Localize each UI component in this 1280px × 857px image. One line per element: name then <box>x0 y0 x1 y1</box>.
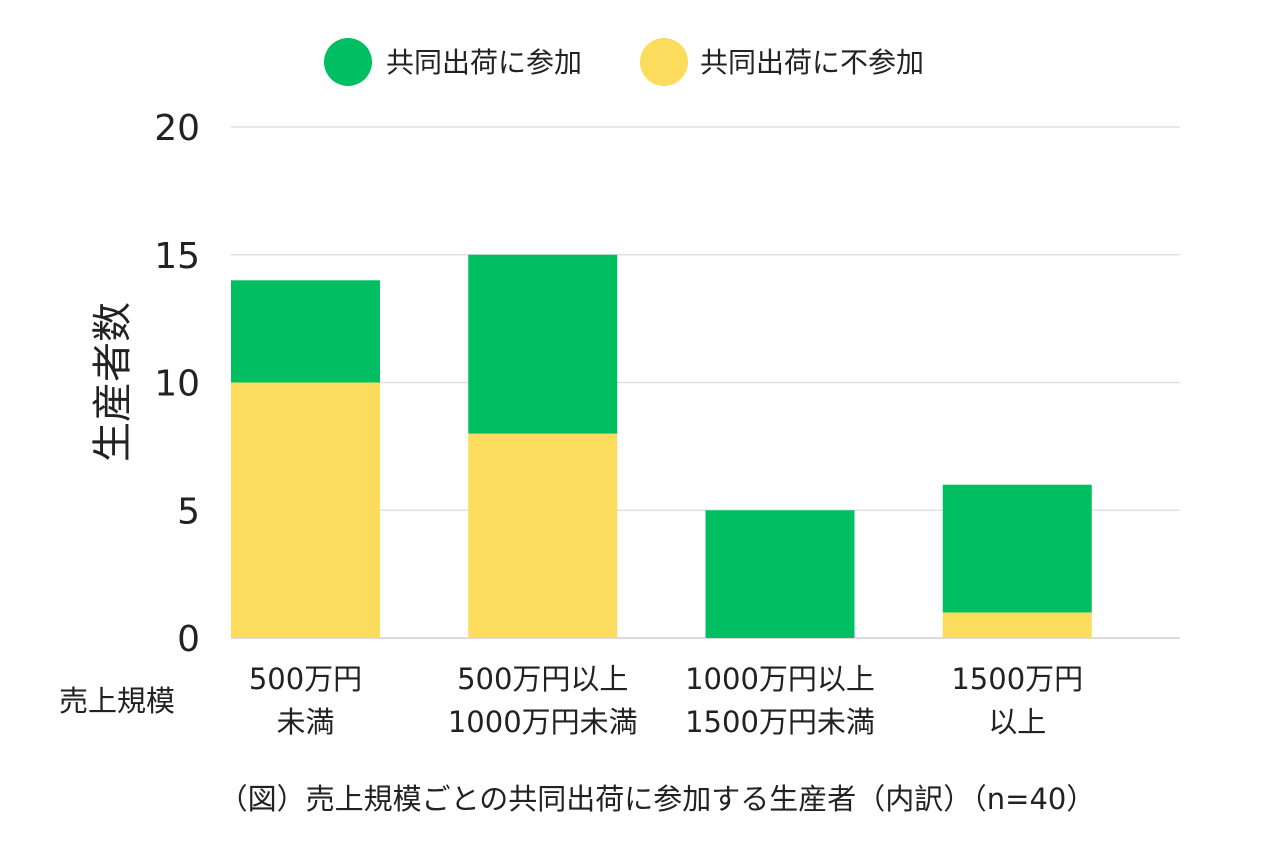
bar-segment <box>942 612 1092 638</box>
x-category-label: 500万円 <box>249 662 362 696</box>
legend-label: 共同出荷に参加 <box>386 46 582 79</box>
x-category-label: 未満 <box>276 705 334 739</box>
legend-swatch <box>324 38 372 86</box>
x-category-label: 500万円以上 <box>457 662 628 696</box>
bar-segment <box>231 382 380 638</box>
bars <box>231 254 1092 638</box>
x-category-label: 1000万円未満 <box>448 705 638 739</box>
x-category-label: 1000万円以上 <box>685 662 875 696</box>
bar-segment <box>468 254 618 434</box>
y-axis-ticks: 0 5 10 15 20 <box>154 108 200 660</box>
x-category-label: 1500万円未満 <box>685 705 875 739</box>
legend-label: 共同出荷に不参加 <box>700 46 924 79</box>
legend-swatch <box>640 38 688 86</box>
x-category-label: 以上 <box>988 705 1046 739</box>
x-category-label: 1500万円 <box>951 662 1083 696</box>
bar-segment <box>942 484 1092 613</box>
y-tick-label: 5 <box>177 491 200 532</box>
y-tick-label: 0 <box>177 619 200 660</box>
bar-segment <box>231 280 380 383</box>
chart-caption: （図）売上規模ごとの共同出荷に参加する生産者（内訳）（n=40） <box>219 782 1096 816</box>
bar-segment <box>705 510 855 638</box>
y-tick-label: 10 <box>154 364 200 405</box>
x-axis-label: 売上規模 <box>59 684 175 718</box>
y-tick-label: 15 <box>154 236 200 277</box>
bar-segment <box>468 433 618 638</box>
y-tick-label: 20 <box>154 108 200 149</box>
y-axis-label: 生産者数 <box>90 302 136 462</box>
x-axis-categories: 500万円未満 500万円以上 1000万円未満 1000万円以上 1500万円未満 15… <box>249 662 1083 739</box>
legend: 共同出荷に参加 共同出荷に不参加 <box>324 38 924 86</box>
